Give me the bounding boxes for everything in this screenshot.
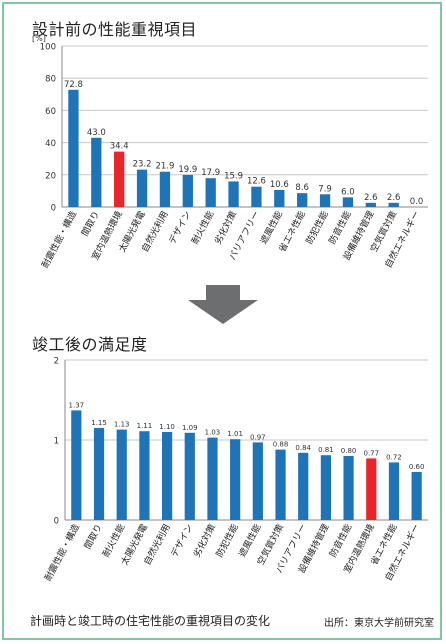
chart-2: 0121.37耐震性能・構造1.15間取り1.13耐火性能1.11太陽光発電1.… [42, 357, 428, 583]
bar [228, 181, 239, 207]
y-tick-label: 60 [45, 107, 56, 117]
data-label: 1.13 [114, 421, 130, 429]
data-label: 72.8 [64, 80, 83, 90]
data-label: 23.2 [133, 160, 152, 170]
bar [366, 458, 377, 520]
data-label: 0.60 [409, 463, 425, 471]
data-label: 19.9 [178, 165, 197, 175]
data-label: 1.10 [159, 423, 175, 431]
data-label: 21.9 [155, 162, 174, 172]
y-tick-label: 0 [54, 517, 59, 527]
bar [93, 428, 105, 520]
y-tick-label: 100 [40, 43, 56, 53]
bar [205, 178, 216, 207]
data-label: 1.09 [182, 424, 198, 432]
x-tick-label: 耐震性能・構造 [42, 522, 82, 583]
source-note: 出所：東京大学前研究室 [324, 618, 434, 629]
bar [184, 432, 195, 520]
data-label: 0.88 [273, 441, 289, 449]
y-tick-label: 80 [45, 75, 56, 85]
bar [411, 472, 422, 520]
figure-caption: 計画時と竣工時の住宅性能の重視項目の変化 [30, 614, 271, 628]
chart-2-title: 竣工後の満足度 [32, 335, 148, 354]
y-tick-label: 1 [54, 437, 59, 447]
data-label: 0.0 [410, 197, 424, 207]
bar [114, 151, 125, 207]
data-label: 15.9 [224, 171, 243, 181]
bar [136, 169, 148, 207]
y-tick-label: 2 [54, 357, 59, 367]
data-label: 43.0 [87, 128, 106, 138]
bar [319, 194, 331, 207]
bar [91, 137, 102, 207]
bar [161, 432, 173, 520]
data-label: 0.81 [318, 446, 334, 454]
data-label: 1.03 [205, 429, 221, 437]
data-label: 1.15 [91, 419, 107, 427]
data-label: 0.97 [250, 433, 266, 441]
data-label: 8.6 [295, 183, 309, 193]
data-label: 34.4 [110, 142, 129, 152]
bar [343, 456, 354, 520]
bar [297, 193, 308, 207]
data-label: 17.9 [201, 168, 220, 178]
data-label: 0.72 [386, 453, 402, 461]
bar [365, 202, 376, 207]
y-axis-label: [%] [32, 36, 46, 43]
data-label: 0.80 [341, 447, 357, 455]
chart-1: 020406080100[%]72.8耐震性能・構造43.0間取り34.4室内温… [32, 36, 428, 270]
data-label: 2.6 [387, 193, 401, 203]
data-label: 6.0 [341, 187, 355, 197]
x-tick-label: 間取り [80, 209, 102, 238]
bar [71, 410, 82, 520]
data-label: 7.9 [318, 184, 332, 194]
y-tick-label: 0 [51, 204, 56, 214]
bar [298, 452, 309, 520]
bar [207, 437, 218, 520]
data-label: 12.6 [247, 177, 266, 187]
data-label: 10.6 [270, 180, 289, 190]
y-tick-label: 20 [45, 171, 56, 181]
bar [116, 429, 127, 520]
x-tick-label: 間取り [82, 522, 104, 551]
bar [275, 449, 286, 520]
data-label: 0.77 [363, 449, 379, 457]
bar [252, 442, 263, 520]
bar [388, 462, 400, 520]
bar [182, 174, 193, 207]
bar [274, 189, 285, 207]
data-label: 1.01 [227, 430, 243, 438]
x-tick-label: 耐震性能・構造 [39, 209, 79, 270]
data-label: 0.84 [295, 444, 311, 452]
bar [320, 455, 332, 520]
bar [230, 439, 241, 520]
chart-1-title: 設計前の性能重視項目 [32, 20, 198, 39]
bar [342, 197, 354, 207]
bar [388, 202, 399, 207]
bar [139, 431, 150, 520]
bar [68, 89, 79, 207]
bar [159, 171, 171, 207]
data-label: 1.37 [69, 401, 85, 409]
bar [251, 186, 262, 207]
down-arrow-icon [188, 285, 258, 324]
data-label: 2.6 [364, 193, 378, 203]
data-label: 1.11 [137, 422, 153, 430]
y-tick-label: 40 [45, 139, 56, 149]
